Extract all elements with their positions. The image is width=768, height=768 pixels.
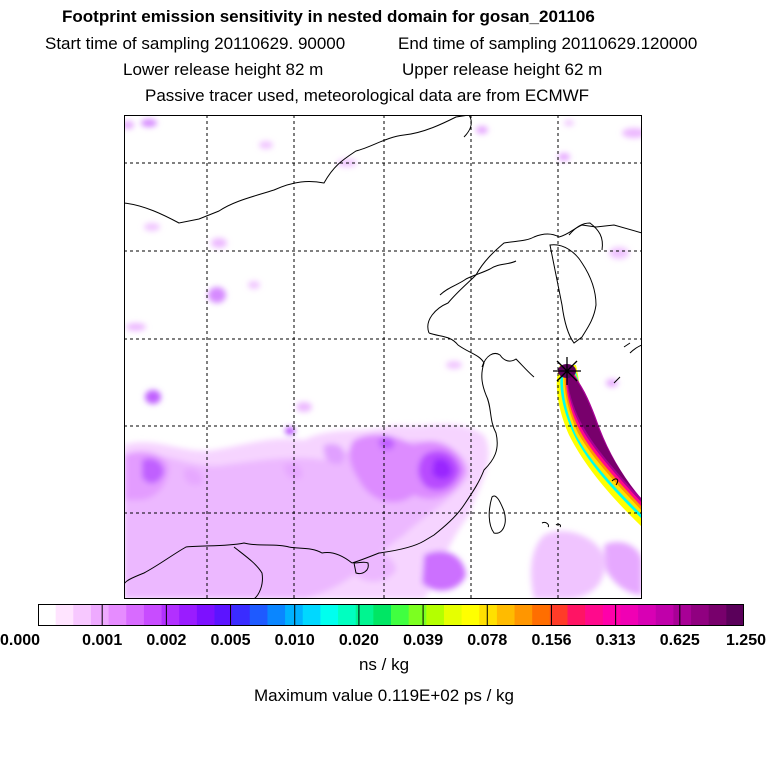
colorbar-segment: [673, 604, 692, 626]
colorbar-segment: [302, 604, 321, 626]
colorbar-segment: [461, 604, 480, 626]
release-location-marker: [553, 357, 581, 385]
start-time-label: Start time of sampling 20110629. 90000: [45, 34, 346, 53]
colorbar-segment: [285, 604, 304, 626]
colorbar-segment: [514, 604, 533, 626]
colorbar-tick-label: 0.010: [275, 632, 315, 649]
colorbar-tick-label: 0.156: [531, 632, 571, 649]
colorbar-segment: [602, 604, 621, 626]
colorbar-segment: [567, 604, 586, 626]
tracer-info-label: Passive tracer used, meteorological data…: [145, 86, 590, 105]
colorbar-segment: [691, 604, 710, 626]
colorbar-tick-label: 0.002: [146, 632, 186, 649]
colorbar-tick-label: 0.020: [339, 632, 379, 649]
colorbar-tick-label: 0.313: [596, 632, 636, 649]
colorbar-segment: [408, 604, 427, 626]
colorbar-segment: [179, 604, 198, 626]
colorbar-segment: [443, 604, 463, 626]
plot-title: Footprint emission sensitivity in nested…: [62, 7, 595, 26]
colorbar-segment: [426, 604, 445, 626]
colorbar-segment: [73, 604, 92, 626]
colorbar-segment: [708, 604, 727, 626]
colorbar-tick-labels: 0.000 0.001 0.002 0.005 0.010 0.020 0.039 0.078…: [0, 632, 766, 649]
colorbar-segment: [232, 604, 251, 626]
colorbar-segment: [496, 604, 516, 626]
colorbar-tick-label: 0.039: [403, 632, 443, 649]
colorbar-segment: [249, 604, 268, 626]
colorbar-segment: [549, 604, 568, 626]
colorbar-segment: [638, 604, 657, 626]
colorbar-segment: [320, 604, 339, 626]
colorbar-border: [38, 604, 744, 626]
colorbar-segment: [391, 604, 410, 626]
colorbar-segment: [90, 604, 110, 626]
colorbar-segment: [726, 604, 744, 626]
colorbar-segment: [38, 604, 57, 626]
colorbar-tick-label: 0.625: [660, 632, 700, 649]
colorbar-segment: [161, 604, 180, 626]
colorbar-tick-label: 0.078: [467, 632, 507, 649]
sensitivity-field: [124, 119, 642, 599]
colorbar-segment: [55, 604, 74, 626]
colorbar-segment: [532, 604, 551, 626]
colorbar-segment: [338, 604, 357, 626]
colorbar-segment: [620, 604, 639, 626]
colorbar-segment: [267, 604, 286, 626]
colorbar-tick-label: 0.000: [0, 632, 40, 649]
upper-height-label: Upper release height 62 m: [402, 60, 603, 79]
colorbar-segment: [585, 604, 604, 626]
colorbar-segment: [655, 604, 674, 626]
colorbar-segment: [373, 604, 392, 626]
colorbar-segment: [355, 604, 374, 626]
emission-plume: [556, 364, 642, 527]
maximum-value-label: Maximum value 0.119E+02 ps / kg: [253, 686, 514, 705]
colorbar-units-label: ns / kg: [358, 655, 410, 674]
colorbar-segment: [479, 604, 498, 626]
colorbar-segment: [143, 604, 163, 626]
colorbar-tick-label: 1.250: [726, 632, 766, 649]
colorbar-tick-label: 0.001: [82, 632, 122, 649]
coastlines: [124, 115, 642, 599]
colorbar-segment: [126, 604, 145, 626]
colorbar-tick-label: 0.005: [210, 632, 250, 649]
footprint-map: [124, 115, 642, 599]
map-grid: [124, 115, 642, 599]
lower-height-label: Lower release height 82 m: [123, 60, 324, 79]
end-time-label: End time of sampling 20110629.120000: [398, 34, 698, 53]
colorbar-segment: [108, 604, 127, 626]
colorbar-segment: [214, 604, 233, 626]
colorbar: [38, 604, 744, 626]
colorbar-segment: [196, 604, 215, 626]
